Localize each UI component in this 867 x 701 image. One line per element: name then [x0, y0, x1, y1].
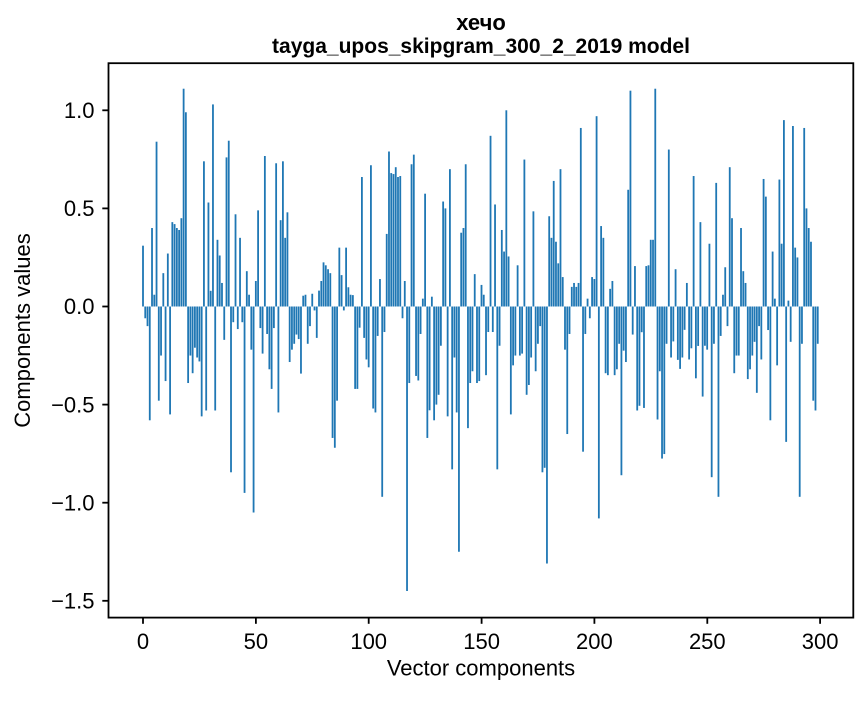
svg-text:200: 200 — [576, 629, 613, 654]
svg-text:хечо: хечо — [456, 10, 506, 35]
svg-text:0.0: 0.0 — [64, 294, 95, 319]
svg-text:0: 0 — [137, 629, 149, 654]
svg-text:100: 100 — [350, 629, 387, 654]
svg-text:300: 300 — [802, 629, 839, 654]
svg-text:0.5: 0.5 — [64, 196, 95, 221]
svg-text:1.0: 1.0 — [64, 98, 95, 123]
svg-text:−0.5: −0.5 — [51, 392, 94, 417]
svg-text:Vector components: Vector components — [387, 656, 575, 681]
svg-text:50: 50 — [244, 629, 268, 654]
svg-text:150: 150 — [463, 629, 500, 654]
svg-text:250: 250 — [689, 629, 726, 654]
svg-text:−1.0: −1.0 — [51, 490, 94, 515]
svg-text:−1.5: −1.5 — [51, 589, 94, 614]
svg-text:Components values: Components values — [10, 233, 35, 427]
svg-text:tayga_upos_skipgram_300_2_2019: tayga_upos_skipgram_300_2_2019 model — [272, 35, 690, 58]
